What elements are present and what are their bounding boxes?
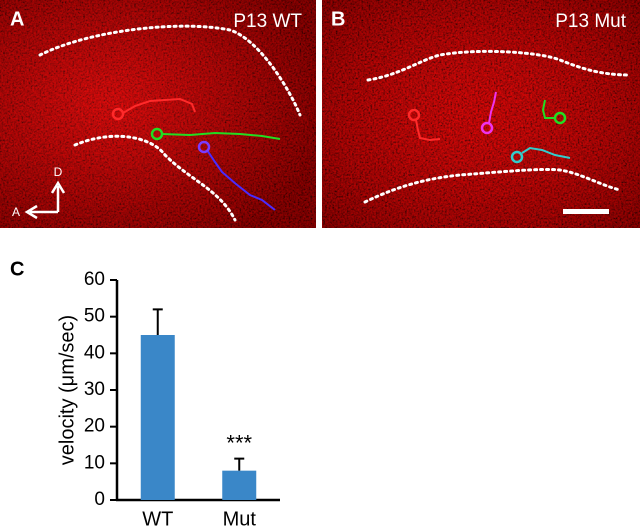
track-start	[197, 140, 211, 154]
y-tick-label: 40	[84, 342, 105, 363]
track-start	[480, 121, 494, 135]
track	[122, 97, 196, 114]
y-tick-label: 20	[84, 416, 105, 437]
track	[206, 149, 276, 211]
y-axis-label: velocity (μm/sec)	[56, 315, 78, 465]
y-tick-label: 60	[84, 269, 105, 290]
panel-label: A	[10, 8, 24, 30]
track	[161, 131, 281, 140]
panel-a: A P13 WT D A	[0, 0, 316, 228]
y-tick-label: 50	[84, 306, 105, 327]
y-tick-label: 10	[84, 452, 105, 473]
track	[541, 99, 555, 119]
micrograph-glow	[0, 0, 316, 228]
significance: ***	[226, 430, 252, 455]
y-tick-label: 30	[84, 379, 105, 400]
axis-label: D	[54, 165, 63, 179]
panel-label: B	[331, 8, 345, 30]
micrograph-glow	[322, 0, 640, 228]
boundary	[38, 24, 302, 117]
boundary	[363, 167, 622, 204]
panel-title: P13 Mut	[555, 11, 626, 32]
track-start	[407, 108, 421, 122]
track	[488, 91, 497, 124]
track-start	[553, 111, 567, 125]
panel-b: B P13 Mut	[322, 0, 640, 228]
x-tick-label: WT	[142, 508, 173, 530]
orientation-arrows	[24, 180, 66, 220]
track-start	[111, 107, 125, 121]
panel-title: P13 WT	[233, 11, 302, 32]
axis-label: A	[12, 205, 20, 219]
bar	[222, 470, 257, 500]
bar	[140, 335, 175, 500]
error-bar	[234, 457, 245, 471]
track-start	[510, 150, 524, 164]
boundary	[366, 49, 632, 82]
panel-label: C	[10, 258, 24, 280]
track	[415, 119, 441, 142]
boundary	[73, 134, 237, 222]
error-bar	[152, 308, 163, 335]
scale-bar	[563, 209, 609, 214]
track	[521, 146, 571, 159]
x-tick-label: Mut	[223, 508, 257, 530]
y-tick-label: 0	[94, 489, 105, 510]
track-start	[150, 127, 164, 141]
